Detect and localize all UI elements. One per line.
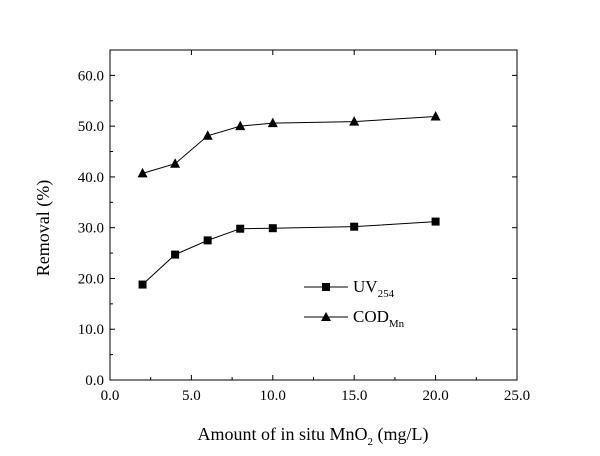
- legend-entry-codmn: CODMn: [304, 307, 405, 330]
- legend-label-uv254-main: UV: [353, 277, 378, 296]
- plot-frame: [109, 49, 518, 381]
- data-point-uv254: [171, 250, 180, 259]
- y-axis: 0.0 10.0 20.0 30.0 40.0 50.0 60.0: [78, 68, 517, 389]
- y-tick-label: 40.0: [78, 170, 104, 186]
- data-point-codmn: [430, 111, 441, 121]
- x-tick-label: 25.0: [504, 388, 530, 404]
- plot-area: [109, 49, 518, 381]
- x-tick-label: 15.0: [341, 388, 367, 404]
- y-tick-label: 0.0: [85, 373, 104, 389]
- legend-marker-square: [322, 283, 330, 291]
- data-point-codmn: [267, 117, 278, 128]
- legend-marker-triangle: [321, 312, 331, 321]
- legend-label-codmn: CODMn: [353, 307, 405, 330]
- legend-label-codmn-main: COD: [353, 307, 389, 326]
- x-axis-title-sub: 2: [368, 436, 374, 448]
- y-tick-label: 50.0: [78, 119, 104, 135]
- y-tick-label: 60.0: [78, 68, 104, 84]
- legend-label-uv254-sub: 254: [378, 288, 395, 300]
- data-point-uv254: [138, 280, 147, 289]
- y-axis-title: Removal (%): [33, 180, 54, 276]
- series-line-uv254: [142, 221, 436, 285]
- y-tick-label: 10.0: [78, 322, 104, 338]
- data-point-codmn: [202, 130, 213, 140]
- data-point-codmn: [349, 116, 360, 126]
- x-tick-label: 10.0: [260, 388, 286, 404]
- x-tick-label: 0.0: [101, 388, 120, 404]
- data-point-uv254: [431, 217, 440, 226]
- legend-label-uv254: UV254: [353, 277, 395, 300]
- x-axis-title-main: Amount of in situ MnO: [197, 424, 367, 444]
- series-layer: [137, 111, 441, 289]
- legend: UV254 CODMn: [304, 277, 405, 330]
- series-line-codmn: [142, 116, 436, 174]
- legend-entry-uv254: UV254: [304, 277, 395, 300]
- x-axis-title-tail: (mg/L): [373, 424, 429, 445]
- data-point-uv254: [268, 224, 277, 233]
- x-axis: 0.0 5.0 10.0 15.0 20.0 25.0: [101, 50, 530, 404]
- data-point-uv254: [203, 236, 212, 245]
- data-point-codmn: [235, 120, 246, 131]
- data-point-codmn: [137, 167, 148, 178]
- data-point-uv254: [236, 224, 245, 233]
- legend-label-codmn-sub: Mn: [389, 318, 405, 330]
- data-point-uv254: [350, 222, 359, 231]
- data-point-codmn: [170, 158, 181, 168]
- x-tick-label: 5.0: [182, 388, 201, 404]
- y-tick-label: 20.0: [78, 271, 104, 287]
- y-tick-label: 30.0: [78, 221, 104, 237]
- x-axis-title: Amount of in situ MnO2 (mg/L): [197, 424, 428, 448]
- x-tick-label: 20.0: [422, 388, 448, 404]
